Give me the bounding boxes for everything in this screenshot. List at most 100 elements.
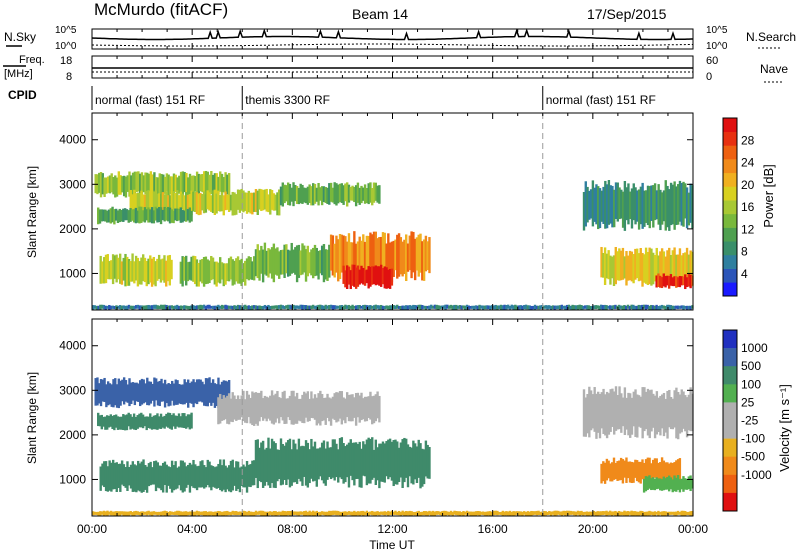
heatmap-cell [523,305,526,310]
heatmap-cell [188,414,191,430]
heatmap-cell [669,396,673,430]
heatmap-cell [124,176,128,198]
heatmap-cell [331,305,335,310]
heatmap-cell [181,305,184,309]
heatmap-cell [315,187,318,202]
heatmap-cell [197,465,201,488]
heatmap-cell [578,511,581,516]
heatmap-cell [292,304,295,309]
heatmap-cell [202,256,206,287]
heatmap-cell [614,304,617,310]
x-tick-label: 16:00 [478,522,508,536]
heatmap-cell [660,457,664,481]
heatmap-cell [247,394,251,418]
heatmap-cell [134,207,138,224]
heatmap-cell [347,511,351,515]
heatmap-cell [673,305,676,310]
heatmap-cell [618,187,621,220]
heatmap-cell [286,182,290,206]
heatmap-cell [490,305,494,309]
heatmap-cell [458,511,462,516]
heatmap-cell [635,305,639,310]
heatmap-cell [195,466,199,491]
heatmap-cell [295,245,299,283]
heatmap-cell [122,511,125,516]
heatmap-cell [110,173,113,193]
heatmap-cell [195,305,199,310]
heatmap-cell [114,378,117,406]
heatmap-cell [211,257,215,280]
heatmap-cell [295,186,299,204]
heatmap-cell [447,305,451,309]
heatmap-cell [433,511,437,516]
heatmap-cell [122,175,126,197]
heatmap-cell [288,438,292,488]
heatmap-cell [555,305,558,310]
heatmap-cell [299,304,302,309]
y-tick-label: 4000 [59,133,86,147]
colorbar-segment [723,456,737,476]
heatmap-cell [163,510,166,516]
heatmap-cell [687,305,691,310]
heatmap-cell [322,440,326,484]
heatmap-cell [106,254,109,280]
heatmap-cell [229,460,233,493]
colorbar-segment [723,348,737,367]
heatmap-cell [310,391,313,418]
heatmap-cell [499,511,503,515]
heatmap-cell [258,392,261,422]
heatmap-cell [158,465,161,489]
heatmap-cell [211,511,215,516]
heatmap-cell [501,305,504,310]
heatmap-cell [381,232,385,271]
colorbar-segment [723,330,737,349]
heatmap-cell [611,256,614,279]
heatmap-cell [181,193,184,210]
heatmap-cell [397,447,401,483]
heatmap-cell [620,189,623,219]
heatmap-cell [662,460,666,478]
heatmap-cell [612,255,616,287]
heatmap-cell [521,511,524,516]
heatmap-cell [308,449,311,484]
heatmap-cell [666,185,669,228]
noise-left-tick-top: 10^5 [55,25,77,36]
heatmap-cell [317,250,320,280]
heatmap-cell [226,194,229,210]
y-tick-label: 1000 [59,472,86,486]
heatmap-cell [680,478,683,490]
heatmap-cell [582,192,586,231]
heatmap-cell [154,190,157,213]
heatmap-cell [657,184,660,225]
heatmap-cell [109,510,113,516]
heatmap-cell [194,382,197,404]
heatmap-cell [123,208,127,221]
heatmap-cell [312,398,315,419]
heatmap-cell [353,442,356,486]
heatmap-cell [240,511,243,516]
heatmap-cell [630,251,634,282]
colorbar-tick-label: 28 [741,133,755,147]
heatmap-cell [435,304,438,310]
heatmap-cell [599,511,603,516]
nave-tick-top: 60 [706,55,718,67]
heatmap-cell [99,379,103,407]
heatmap-cell [372,266,376,285]
heatmap-cell [691,185,694,229]
heatmap-cell [464,511,467,515]
heatmap-cell [199,304,202,310]
heatmap-cell [392,511,395,515]
heatmap-cell [247,256,251,281]
heatmap-cell [158,511,161,515]
heatmap-cell [621,247,625,280]
heatmap-cell [226,381,229,405]
heatmap-cell [344,398,347,424]
heatmap-cell [602,461,605,482]
heatmap-cell [109,414,112,427]
heatmap-cell [125,511,129,516]
heatmap-cell [347,233,351,281]
heatmap-cell [675,387,678,439]
heatmap-cell [347,266,351,285]
heatmap-cell [224,397,227,420]
heatmap-cell [156,258,159,281]
